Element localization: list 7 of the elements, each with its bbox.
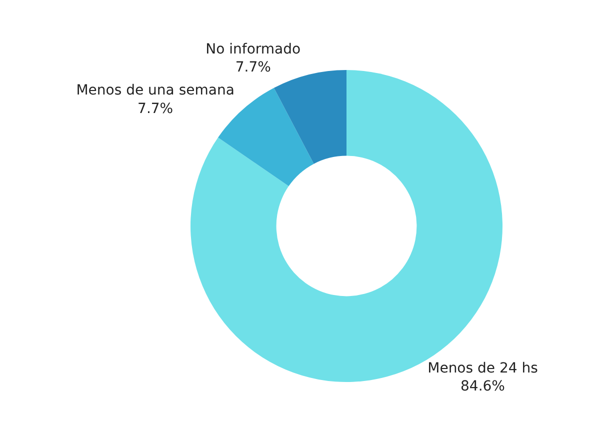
data-label: 7.7% [138, 100, 174, 117]
data-label: 84.6% [460, 378, 505, 395]
slice-label: Menos de una semana [76, 82, 234, 99]
slice-label: No informado [206, 41, 301, 58]
donut-slice [274, 70, 346, 164]
slice-label: Menos de 24 hs [428, 360, 538, 376]
data-label: 7.7% [235, 60, 271, 76]
